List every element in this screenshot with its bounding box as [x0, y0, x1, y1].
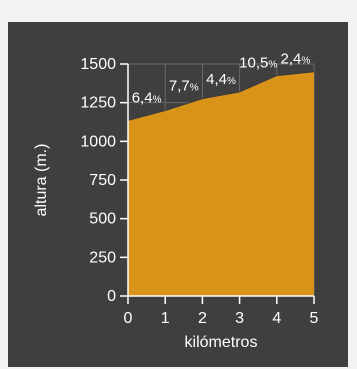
tick-labels: 0 250 500 750 1000 1250 1500 0 1 2 3 4 5 [80, 56, 318, 327]
x-tick-label: 2 [198, 310, 207, 327]
y-tick-label: 500 [89, 211, 116, 228]
grade-label: 2,4% [281, 51, 311, 68]
x-tick-label: 0 [124, 310, 133, 327]
x-tick-label: 5 [310, 310, 319, 327]
x-tick-label: 4 [272, 310, 281, 327]
x-axis-title: kilómetros [185, 334, 258, 351]
y-tick-label: 1500 [80, 56, 116, 73]
grade-label: 6,4% [132, 90, 162, 107]
elevation-line [127, 71, 315, 121]
y-tick-label: 250 [89, 249, 116, 266]
elevation-chart: 0 250 500 750 1000 1250 1500 0 1 2 3 4 5 6,4% 7,7% 4,4… [8, 22, 348, 367]
grade-label: 4,4% [206, 71, 236, 88]
y-tick-label: 1250 [80, 95, 116, 112]
axes [120, 63, 315, 304]
grade-labels: 6,4% 7,7% 4,4%10,5% 2,4% [132, 51, 311, 107]
elevation-chart-svg: 0 250 500 750 1000 1250 1500 0 1 2 3 4 5 6,4% 7,7% 4,4… [33, 51, 319, 351]
y-axis-title: altura (m.) [33, 144, 50, 217]
grade-label: 10,5% [239, 55, 277, 72]
elevation-area [128, 71, 314, 296]
x-tick-label: 1 [161, 310, 170, 327]
y-tick-label: 1000 [80, 133, 116, 150]
y-tick-label: 0 [107, 288, 116, 305]
grade-label: 7,7% [169, 78, 199, 95]
x-tick-label: 3 [235, 310, 244, 327]
y-tick-label: 750 [89, 172, 116, 189]
